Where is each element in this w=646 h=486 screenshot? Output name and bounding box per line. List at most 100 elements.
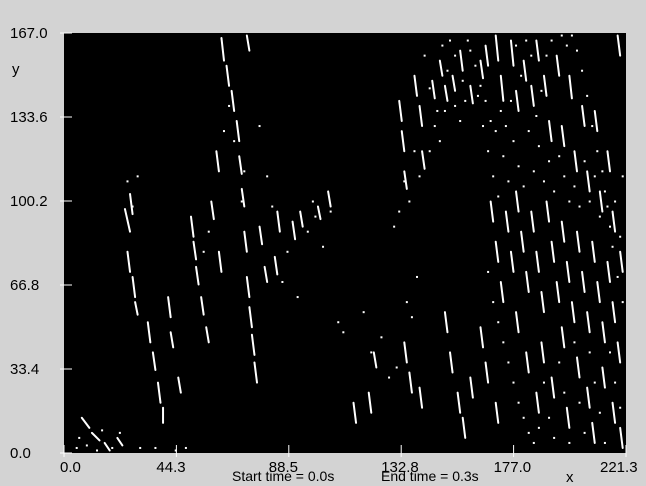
- data-point-61: [527, 130, 530, 133]
- track-line-106: [408, 371, 413, 394]
- data-point-70: [573, 185, 576, 188]
- data-point-69: [568, 200, 571, 203]
- data-point-39: [405, 301, 408, 304]
- data-point-54: [492, 175, 495, 178]
- track-line-116: [515, 311, 520, 334]
- data-point-57: [507, 180, 510, 183]
- plot-area: [64, 33, 626, 453]
- data-point-60: [522, 185, 525, 188]
- data-point-137: [464, 99, 467, 102]
- track-line-91: [550, 240, 556, 263]
- data-point-112: [601, 170, 604, 173]
- track-line-16: [189, 215, 195, 238]
- track-line-30: [243, 230, 248, 253]
- track-line-84: [515, 190, 520, 213]
- data-point-45: [441, 44, 444, 47]
- data-point-43: [428, 87, 431, 90]
- data-point-30: [311, 200, 314, 203]
- data-point-50: [474, 64, 477, 67]
- data-point-15: [207, 230, 210, 233]
- track-line-72: [586, 170, 591, 193]
- track-line-94: [565, 260, 571, 283]
- track-line-95: [570, 301, 576, 324]
- data-point-147: [408, 200, 411, 203]
- track-line-97: [581, 270, 586, 294]
- data-point-67: [558, 155, 561, 158]
- track-line-28: [238, 155, 243, 175]
- track-line-115: [494, 401, 500, 424]
- track-line-96: [575, 230, 581, 253]
- track-line-88: [535, 250, 540, 273]
- data-point-63: [537, 145, 540, 148]
- data-point-49: [466, 39, 469, 42]
- data-point-13: [136, 175, 139, 178]
- track-line-52: [443, 84, 449, 102]
- track-line-107: [418, 386, 424, 409]
- track-line-79: [489, 200, 495, 223]
- track-line-36: [258, 225, 264, 246]
- track-line-80: [494, 240, 500, 263]
- data-point-18: [233, 140, 236, 143]
- data-point-58: [512, 140, 515, 143]
- data-point-129: [509, 99, 512, 102]
- track-line-74: [598, 190, 604, 213]
- data-point-36: [380, 336, 383, 339]
- data-point-128: [515, 44, 518, 47]
- y-tick-label-3: 100.2: [10, 193, 48, 210]
- track-line-46: [403, 170, 408, 190]
- data-point-82: [492, 301, 495, 304]
- data-point-22: [266, 175, 269, 178]
- track-line-20: [205, 326, 210, 344]
- track-line-56: [479, 59, 485, 80]
- track-line-34: [253, 361, 259, 384]
- data-point-108: [621, 301, 624, 304]
- data-point-62: [532, 170, 535, 173]
- data-point-103: [598, 411, 601, 414]
- track-line-22: [215, 150, 220, 173]
- x-tick-label-4: 177.0: [494, 459, 532, 476]
- data-point-35: [370, 351, 373, 354]
- data-point-136: [469, 49, 472, 52]
- track-line-13: [167, 296, 172, 319]
- x-tick-label-5: 221.3: [600, 459, 638, 476]
- data-point-78: [614, 200, 617, 203]
- track-line-99: [591, 240, 596, 263]
- data-point-11: [126, 180, 129, 183]
- data-point-51: [476, 94, 479, 97]
- data-point-115: [586, 94, 589, 97]
- track-line-11: [156, 381, 162, 404]
- y-tick-label-0: 0.0: [10, 445, 31, 462]
- track-line-126: [601, 366, 606, 389]
- data-point-120: [560, 34, 563, 37]
- data-point-139: [454, 54, 457, 57]
- track-line-128: [619, 426, 624, 449]
- x-tick-label-3: 132.8: [381, 459, 419, 476]
- track-line-62: [522, 59, 528, 82]
- data-point-47: [454, 104, 457, 107]
- track-line-6: [126, 250, 132, 273]
- track-line-0: [80, 416, 91, 429]
- track-line-23: [217, 250, 223, 273]
- data-point-6: [118, 431, 121, 434]
- data-point-74: [593, 175, 596, 178]
- data-point-121: [550, 39, 553, 42]
- data-point-100: [583, 431, 586, 434]
- data-point-72: [583, 160, 586, 163]
- data-point-33: [342, 331, 345, 334]
- track-line-29: [240, 187, 246, 208]
- track-line-55: [469, 84, 474, 105]
- data-point-80: [621, 175, 624, 178]
- data-point-85: [507, 361, 510, 364]
- data-point-117: [575, 49, 578, 52]
- data-point-110: [611, 245, 614, 248]
- data-point-8: [154, 446, 157, 449]
- data-point-94: [553, 436, 556, 439]
- data-point-42: [423, 54, 426, 57]
- track-line-93: [560, 220, 566, 243]
- data-point-20: [243, 170, 246, 173]
- y-tick-label-4: 133.6: [10, 109, 48, 126]
- track-line-60: [509, 39, 515, 67]
- track-line-44: [398, 99, 403, 123]
- track-line-98: [586, 311, 591, 334]
- track-line-48: [418, 104, 424, 128]
